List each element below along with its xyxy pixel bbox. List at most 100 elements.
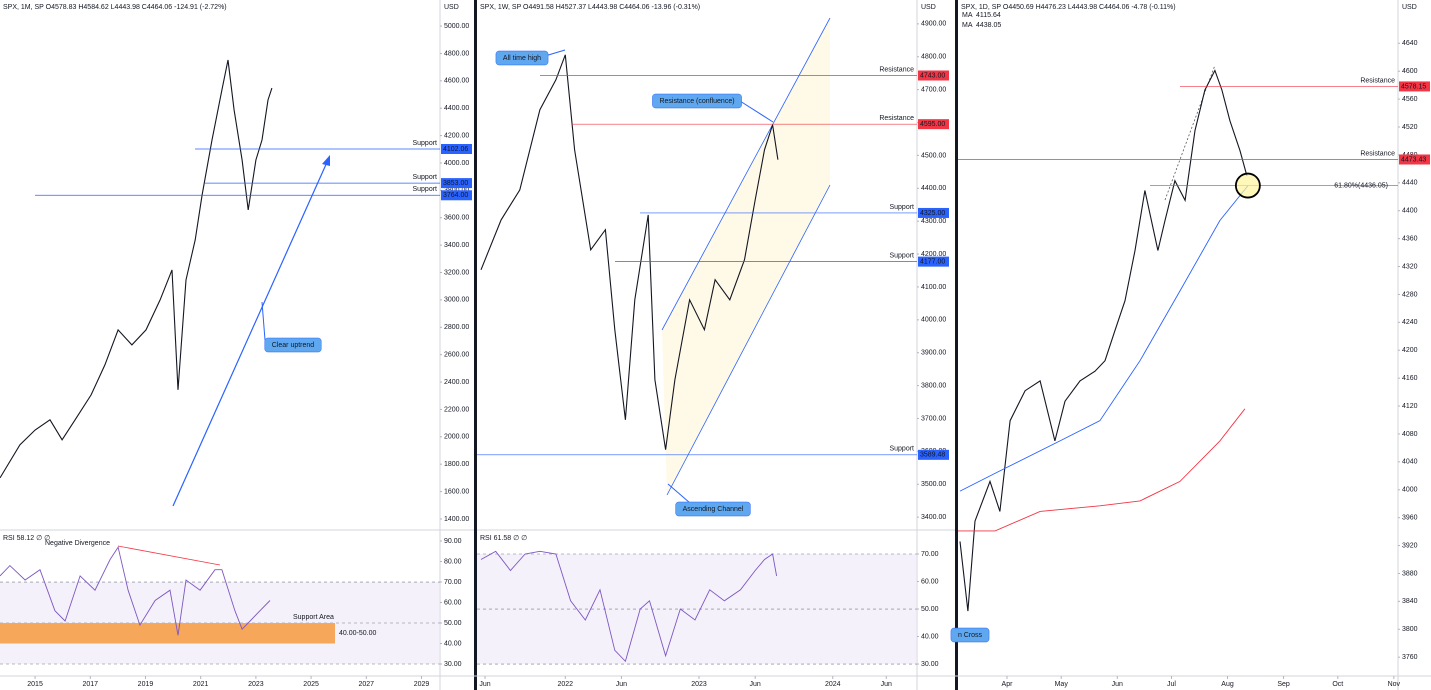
y-tick-label: 4240 (1402, 319, 1418, 326)
y-tick-label: 4800.00 (921, 54, 946, 61)
callout-pointer (739, 100, 774, 123)
rsi-y-tick-label: 40.00 (921, 633, 939, 640)
price-box (441, 143, 472, 154)
chart-header: SPX, 1W, SP O4491.58 H4527.37 L4443.98 C… (480, 4, 700, 11)
y-tick-label: 2000.00 (444, 434, 469, 441)
callout-text: Resistance (confluence) (659, 98, 734, 105)
callout-box (950, 627, 990, 643)
y-tick-label: 4200.00 (444, 132, 469, 139)
y-tick-label: 1600.00 (444, 488, 469, 495)
y-tick-label: 3800.00 (921, 382, 946, 389)
y-tick-label: 1400.00 (444, 516, 469, 523)
x-tick-label: 2024 (825, 681, 841, 688)
annotation-text: Negative Divergence (45, 540, 110, 547)
price-line (480, 54, 779, 450)
x-tick-label: 2021 (193, 681, 209, 688)
price-box-label: 4325.00 (920, 210, 945, 217)
rsi-y-tick-label: 70.00 (444, 579, 462, 586)
price-box-label: 4177.00 (920, 258, 945, 265)
price-box (1399, 154, 1430, 165)
price-box (918, 256, 949, 267)
currency-label: USD (1402, 4, 1417, 11)
x-tick-label: Jun (616, 681, 627, 688)
rsi-line (0, 546, 271, 636)
zone-label: Support Area (293, 614, 334, 621)
rsi-y-tick-label: 80.00 (444, 558, 462, 565)
level-label: 61.80%(4436.05) (1334, 182, 1388, 189)
currency-label: USD (921, 4, 936, 11)
x-tick-label: 2023 (691, 681, 707, 688)
y-tick-label: 4400 (1402, 208, 1418, 215)
callout-pointer (667, 483, 691, 504)
y-tick-label: 4000.00 (921, 317, 946, 324)
y-tick-label: 4300.00 (921, 218, 946, 225)
moving-average (959, 185, 1249, 492)
callout-text: All time high (503, 55, 541, 62)
price-box-label: 3764.00 (443, 192, 468, 199)
price-box-label: 4578.15 (1401, 83, 1426, 90)
level-label: Support (889, 252, 914, 259)
trend-arrow (172, 159, 329, 507)
y-tick-label: 4600 (1402, 68, 1418, 75)
y-tick-label: 4000.00 (444, 160, 469, 167)
y-tick-label: 4040 (1402, 459, 1418, 466)
y-tick-label: 4500.00 (921, 152, 946, 159)
y-tick-label: 3500.00 (921, 481, 946, 488)
y-tick-label: 4000 (1402, 487, 1418, 494)
x-tick-label: Sep (1277, 681, 1290, 688)
y-tick-label: 4400.00 (444, 105, 469, 112)
callout-box (495, 50, 549, 66)
price-box (918, 449, 949, 460)
chart-header: SPX, 1M, SP O4578.83 H4584.62 L4443.98 C… (3, 4, 227, 11)
y-tick-label: 4120 (1402, 403, 1418, 410)
level-label: Support (412, 186, 437, 193)
panel-separator (474, 0, 477, 690)
y-tick-label: 3840 (1402, 598, 1418, 605)
y-tick-label: 4100.00 (921, 284, 946, 291)
y-tick-label: 4160 (1402, 375, 1418, 382)
y-tick-label: 4700.00 (921, 86, 946, 93)
price-box (441, 190, 472, 201)
price-box (441, 178, 472, 189)
currency-label: USD (444, 4, 459, 11)
y-tick-label: 3880 (1402, 570, 1418, 577)
x-tick-label: Aug (1221, 681, 1234, 688)
y-tick-label: 2800.00 (444, 324, 469, 331)
y-tick-label: 2200.00 (444, 406, 469, 413)
y-tick-label: 3400.00 (444, 242, 469, 249)
rsi-y-tick-label: 30.00 (921, 661, 939, 668)
rsi-y-tick-label: 60.00 (444, 599, 462, 606)
divergence-line (117, 545, 221, 566)
rsi-y-tick-label: 90.00 (444, 538, 462, 545)
channel-lower (666, 184, 831, 496)
callout-box (652, 93, 742, 109)
price-box-label: 4743.00 (920, 72, 945, 79)
x-tick-label: 2023 (248, 681, 264, 688)
rsi-y-tick-label: 70.00 (921, 551, 939, 558)
y-tick-label: 4640 (1402, 40, 1418, 47)
price-box (1399, 81, 1430, 92)
x-tick-label: 2022 (557, 681, 573, 688)
x-tick-label: Oct (1332, 681, 1343, 688)
y-tick-label: 4900.00 (921, 21, 946, 28)
channel-upper (661, 17, 831, 331)
level-label: Resistance (1360, 150, 1395, 157)
y-tick-label: 4560 (1402, 96, 1418, 103)
x-tick-label: Jun (881, 681, 892, 688)
level-label: Support (412, 174, 437, 181)
legend-name: MA (962, 12, 973, 19)
price-box-label: 4595.00 (920, 121, 945, 128)
legend-value: 4438.05 (976, 22, 1001, 29)
y-tick-label: 3400.00 (921, 514, 946, 521)
y-tick-label: 4200.00 (921, 251, 946, 258)
rsi-y-tick-label: 40.00 (444, 640, 462, 647)
y-tick-label: 4400.00 (921, 185, 946, 192)
x-tick-label: Jun (1112, 681, 1123, 688)
y-tick-label: 3700.00 (921, 415, 946, 422)
callout-box (264, 337, 322, 353)
x-tick-label: Apr (1002, 681, 1014, 688)
y-tick-label: 3760 (1402, 654, 1418, 661)
zone-range-label: 40.00-50.00 (339, 630, 376, 637)
legend-name: MA (962, 22, 973, 29)
y-tick-label: 3000.00 (444, 297, 469, 304)
